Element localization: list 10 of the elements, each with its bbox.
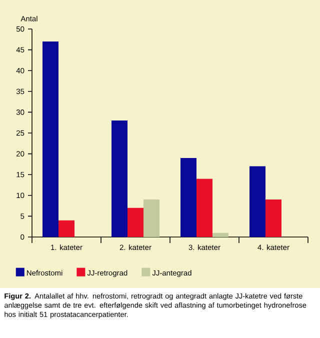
bar (58, 220, 74, 237)
bar (265, 200, 282, 237)
bar (111, 120, 128, 237)
bar (42, 41, 58, 237)
bar (212, 232, 228, 237)
bar (143, 200, 160, 237)
bar (127, 208, 144, 237)
bar (196, 178, 212, 237)
bar (180, 158, 196, 237)
bar (249, 166, 266, 237)
